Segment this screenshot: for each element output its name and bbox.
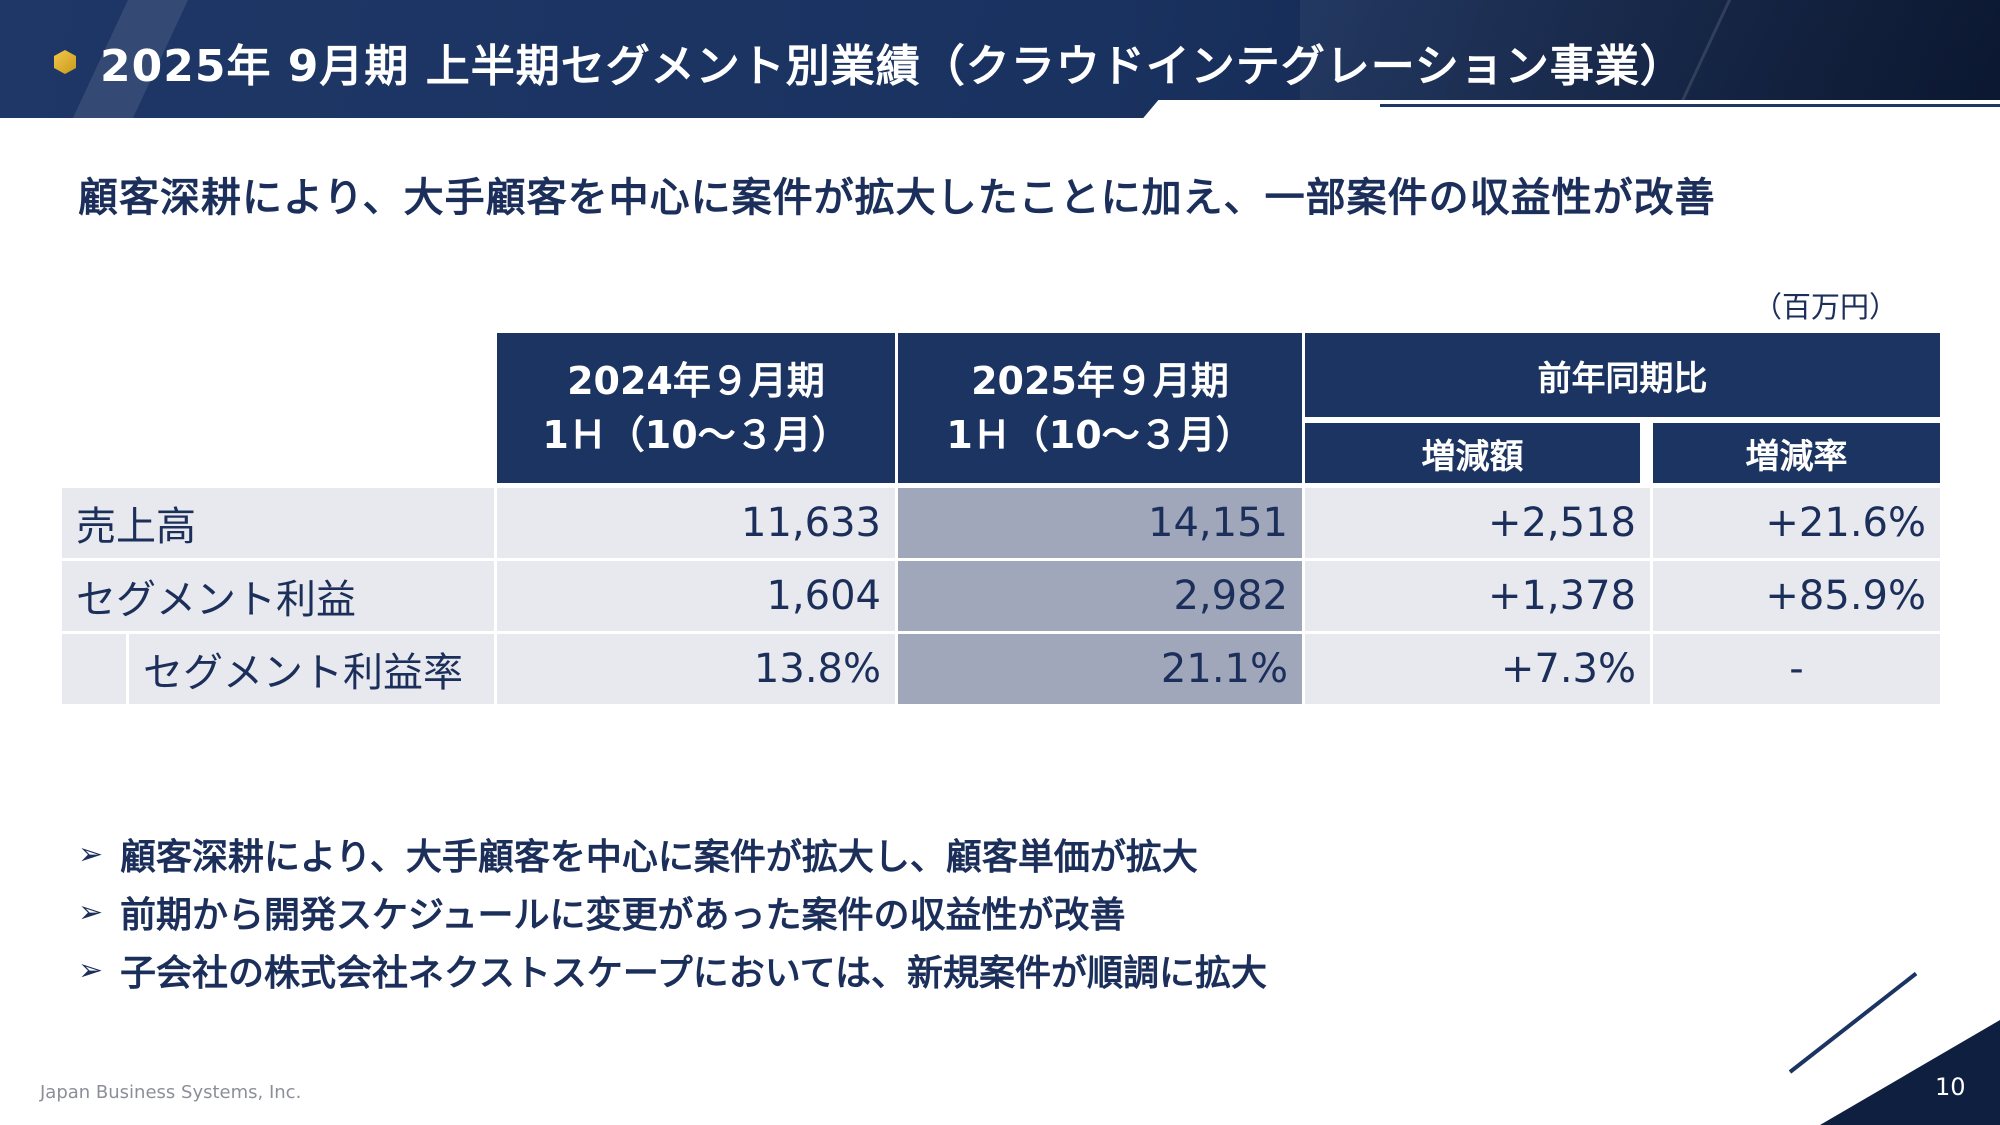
cube-bullet-icon bbox=[54, 50, 76, 74]
page-number: 10 bbox=[1935, 1073, 1966, 1101]
bullet-item: ➢ 前期から開発スケジュールに変更があった案件の収益性が改善 bbox=[78, 883, 1267, 941]
corner-decoration bbox=[1820, 1020, 2000, 1125]
header-decoration bbox=[1141, 100, 2000, 118]
segment-results-table: 2024年９月期 1Ｈ（10～３月） 2025年９月期 1Ｈ（10～３月） 前年… bbox=[62, 333, 1940, 704]
bullet-list: ➢ 顧客深耕により、大手顧客を中心に案件が拡大し、顧客単価が拡大 ➢ 前期から開発ス… bbox=[78, 825, 1267, 999]
header-decoration bbox=[1300, 0, 2000, 118]
cell-profit-rate: +85.9% bbox=[1653, 561, 1940, 631]
arrow-bullet-icon: ➢ bbox=[78, 894, 104, 930]
cell-sales-rate: +21.6% bbox=[1653, 488, 1940, 558]
row-label-sales: 売上高 bbox=[62, 488, 494, 558]
header-band bbox=[0, 0, 2000, 118]
column-header-2024: 2024年９月期 1Ｈ（10～３月） bbox=[497, 333, 895, 483]
footer-company-name: Japan Business Systems, Inc. bbox=[40, 1082, 302, 1103]
cell-profit-curr: 2,982 bbox=[898, 561, 1302, 631]
cell-margin-rate: - bbox=[1653, 634, 1940, 704]
row-label-profit-margin: セグメント利益率 bbox=[129, 634, 494, 704]
corner-decoration bbox=[1788, 971, 1918, 1074]
page-title: 2025年 9月期 上半期セグメント別業績（クラウドインテグレーション事業） bbox=[100, 41, 1685, 92]
arrow-bullet-icon: ➢ bbox=[78, 836, 104, 872]
arrow-bullet-icon: ➢ bbox=[78, 952, 104, 988]
cell-margin-curr: 21.1% bbox=[898, 634, 1302, 704]
column-header-2024-line2: 1Ｈ（10～３月） bbox=[542, 413, 850, 457]
bullet-text: 前期から開発スケジュールに変更があった案件の収益性が改善 bbox=[120, 895, 1126, 936]
column-header-2025: 2025年９月期 1Ｈ（10～３月） bbox=[898, 333, 1302, 483]
headline: 顧客深耕により、大手顧客を中心に案件が拡大したことに加え、一部案件の収益性が改善 bbox=[78, 175, 1716, 221]
bullet-text: 顧客深耕により、大手顧客を中心に案件が拡大し、顧客単価が拡大 bbox=[120, 837, 1198, 878]
indent-cell bbox=[62, 634, 126, 704]
cell-sales-prev: 11,633 bbox=[497, 488, 895, 558]
row-label-segment-profit: セグメント利益 bbox=[62, 561, 494, 631]
cell-margin-prev: 13.8% bbox=[497, 634, 895, 704]
column-header-rate: 増減率 bbox=[1653, 423, 1940, 483]
cell-margin-change: +7.3% bbox=[1305, 634, 1650, 704]
bullet-item: ➢ 子会社の株式会社ネクストスケープにおいては、新規案件が順調に拡大 bbox=[78, 941, 1267, 999]
cell-profit-prev: 1,604 bbox=[497, 561, 895, 631]
column-header-2025-line2: 1Ｈ（10～３月） bbox=[946, 413, 1254, 457]
cell-sales-change: +2,518 bbox=[1305, 488, 1650, 558]
cell-profit-change: +1,378 bbox=[1305, 561, 1650, 631]
header-rule bbox=[1380, 104, 2000, 107]
bullet-text: 子会社の株式会社ネクストスケープにおいては、新規案件が順調に拡大 bbox=[120, 953, 1267, 994]
column-header-change: 増減額 bbox=[1305, 423, 1640, 483]
column-header-yoy: 前年同期比 bbox=[1305, 333, 1940, 417]
bullet-item: ➢ 顧客深耕により、大手顧客を中心に案件が拡大し、顧客単価が拡大 bbox=[78, 825, 1267, 883]
column-header-2025-line1: 2025年９月期 bbox=[971, 359, 1229, 403]
unit-label: （百万円） bbox=[1752, 290, 1898, 324]
cell-sales-curr: 14,151 bbox=[898, 488, 1302, 558]
column-header-2024-line1: 2024年９月期 bbox=[567, 359, 825, 403]
